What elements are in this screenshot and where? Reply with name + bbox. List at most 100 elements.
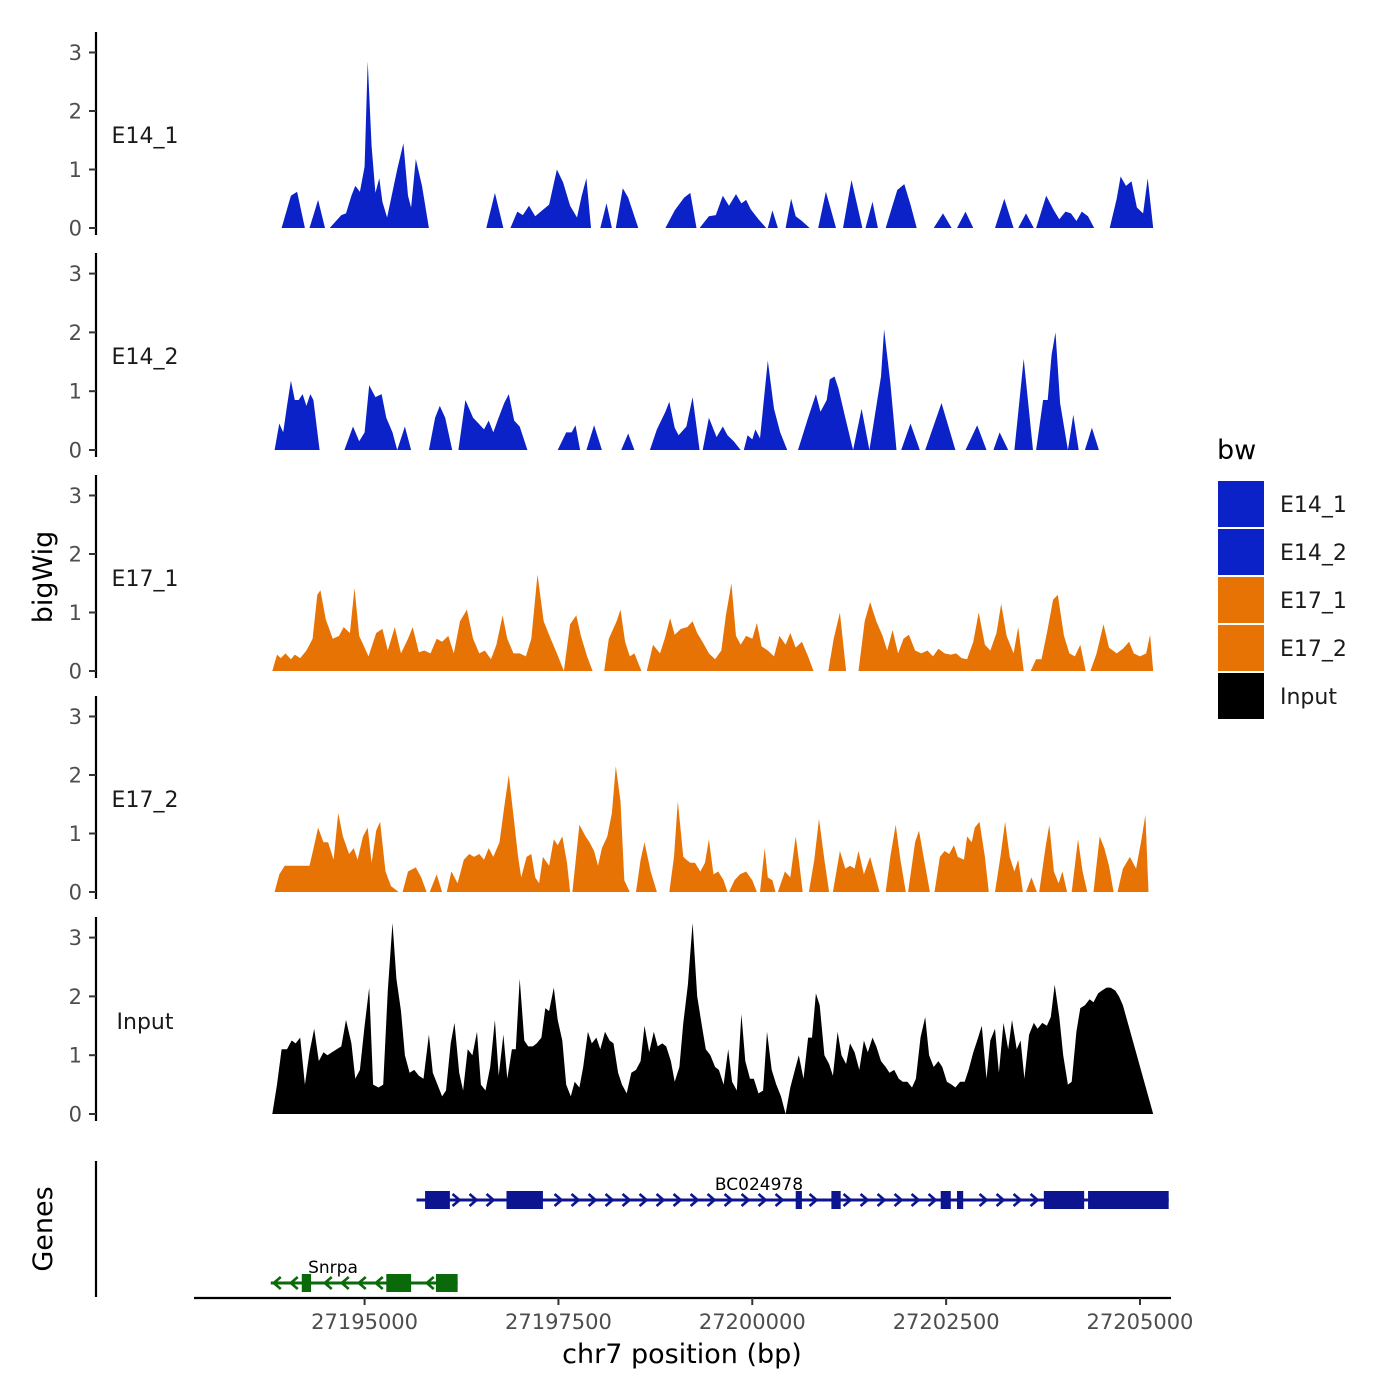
strand-chevron	[553, 1193, 564, 1207]
strand-chevron	[927, 1193, 938, 1207]
y-tick-label: 0	[69, 217, 82, 241]
strand-chevron	[706, 1193, 717, 1207]
strand-chevron	[604, 1193, 615, 1207]
strand-chevron	[1029, 1193, 1040, 1207]
strand-chevron	[570, 1193, 581, 1207]
strand-chevron	[978, 1193, 989, 1207]
strand-chevron	[424, 1276, 435, 1290]
y-ticks: 0 1 2 3	[69, 484, 96, 684]
legend-label: E17_1	[1280, 589, 1347, 614]
x-tick-label: 27205000	[1087, 1310, 1194, 1334]
y-tick-label: 3	[69, 262, 82, 286]
y-tick-label: 1	[69, 822, 82, 846]
y-tick-label: 1	[69, 1044, 82, 1068]
strand-chevron	[655, 1193, 666, 1207]
legend-swatch	[1218, 529, 1264, 575]
strand-chevron	[638, 1193, 649, 1207]
x-tick-label: 27202500	[893, 1310, 1000, 1334]
strand-chevron	[757, 1193, 768, 1207]
gene-exon	[1043, 1191, 1085, 1209]
strand-chevron	[356, 1276, 367, 1290]
gene-exon	[831, 1191, 841, 1209]
x-axis-title: chr7 position (bp)	[562, 1339, 802, 1370]
y-tick-label: 0	[69, 439, 82, 463]
strand-chevron	[451, 1193, 462, 1207]
x-tick-label: 27195000	[311, 1310, 418, 1334]
strand-chevron	[876, 1193, 887, 1207]
legend: bw E14_1 E14_2 E17_1 E17_2 Input	[1217, 435, 1347, 719]
strand-chevron	[468, 1193, 479, 1207]
strand-chevron	[893, 1193, 904, 1207]
strand-chevron	[587, 1193, 598, 1207]
y-tick-label: 3	[69, 926, 82, 950]
y-ticks: 0 1 2 3	[69, 41, 96, 241]
x-tick-label: 27200000	[699, 1310, 806, 1334]
gene-exon	[435, 1274, 458, 1292]
track-label-e17-1: E17_1	[112, 567, 179, 592]
legend-swatch	[1218, 673, 1264, 719]
track-panel-e17-2: 0 1 2 3 E17_2	[69, 696, 1149, 905]
y-tick-label: 0	[69, 1103, 82, 1127]
y-tick-label: 1	[69, 158, 82, 182]
strand-chevron	[322, 1276, 333, 1290]
legend-label: E14_2	[1280, 541, 1347, 566]
area-series-e17-1	[272, 574, 1154, 671]
y-tick-label: 0	[69, 881, 82, 905]
gene-exon	[956, 1191, 964, 1209]
track-panel-e17-1: 0 1 2 3 E17_1	[69, 475, 1154, 684]
track-panel-input: 0 1 2 3 Input	[69, 917, 1154, 1127]
strand-chevron	[859, 1193, 870, 1207]
y-tick-label: 2	[69, 321, 82, 345]
gene-label-bc024978: BC024978	[715, 1175, 803, 1195]
y-ticks: 0 1 2 3	[69, 262, 96, 463]
x-ticks: 27195000 27197500 27200000 27202500 27205000	[311, 1298, 1193, 1334]
strand-chevron	[774, 1193, 785, 1207]
y-tick-label: 3	[69, 484, 82, 508]
y-tick-label: 1	[69, 601, 82, 625]
legend-swatch	[1218, 625, 1264, 671]
y-tick-label: 2	[69, 763, 82, 787]
gene-exon	[795, 1191, 802, 1209]
strand-chevron	[1012, 1193, 1023, 1207]
area-series-e14-1	[281, 61, 1154, 228]
strand-chevron	[339, 1276, 350, 1290]
legend-label: E14_1	[1280, 493, 1347, 518]
strand-chevron	[485, 1193, 496, 1207]
strand-chevron	[808, 1193, 819, 1207]
y-tick-label: 0	[69, 660, 82, 684]
y-tick-label: 2	[69, 985, 82, 1009]
track-label-e14-1: E14_1	[112, 124, 179, 149]
y-tick-label: 3	[69, 705, 82, 729]
legend-label: Input	[1280, 685, 1337, 710]
gene-exon	[425, 1191, 450, 1209]
legend-label: E17_2	[1280, 637, 1347, 662]
strand-chevron	[995, 1193, 1006, 1207]
strand-chevron	[910, 1193, 921, 1207]
genes-panel: Genes BC024978 Snrpa	[28, 1161, 1169, 1297]
area-series-input	[272, 922, 1154, 1114]
strand-chevron	[373, 1276, 384, 1290]
strand-chevron	[723, 1193, 734, 1207]
y-ticks: 0 1 2 3	[69, 926, 96, 1127]
y-tick-label: 3	[69, 41, 82, 65]
track-label-e14-2: E14_2	[112, 345, 179, 370]
x-tick-label: 27197500	[505, 1310, 612, 1334]
legend-swatch	[1218, 577, 1264, 623]
area-series-e17-2	[274, 766, 1149, 892]
gene-bc024978: BC024978	[416, 1175, 1169, 1209]
gene-snrpa: Snrpa	[270, 1258, 458, 1292]
strand-chevron	[689, 1193, 700, 1207]
y-tick-label: 1	[69, 380, 82, 404]
genes-axis-title: Genes	[28, 1186, 59, 1271]
x-axis: 27195000 27197500 27200000 27202500 27205000…	[194, 1296, 1193, 1370]
y-ticks: 0 1 2 3	[69, 705, 96, 905]
gene-label-snrpa: Snrpa	[308, 1258, 358, 1278]
area-series-e14-2	[274, 329, 1099, 450]
strand-chevron	[842, 1193, 853, 1207]
track-label-input: Input	[117, 1010, 174, 1035]
strand-chevron	[271, 1276, 282, 1290]
strand-chevron	[288, 1276, 299, 1290]
gene-exon	[1088, 1191, 1169, 1209]
track-label-e17-2: E17_2	[112, 788, 179, 813]
